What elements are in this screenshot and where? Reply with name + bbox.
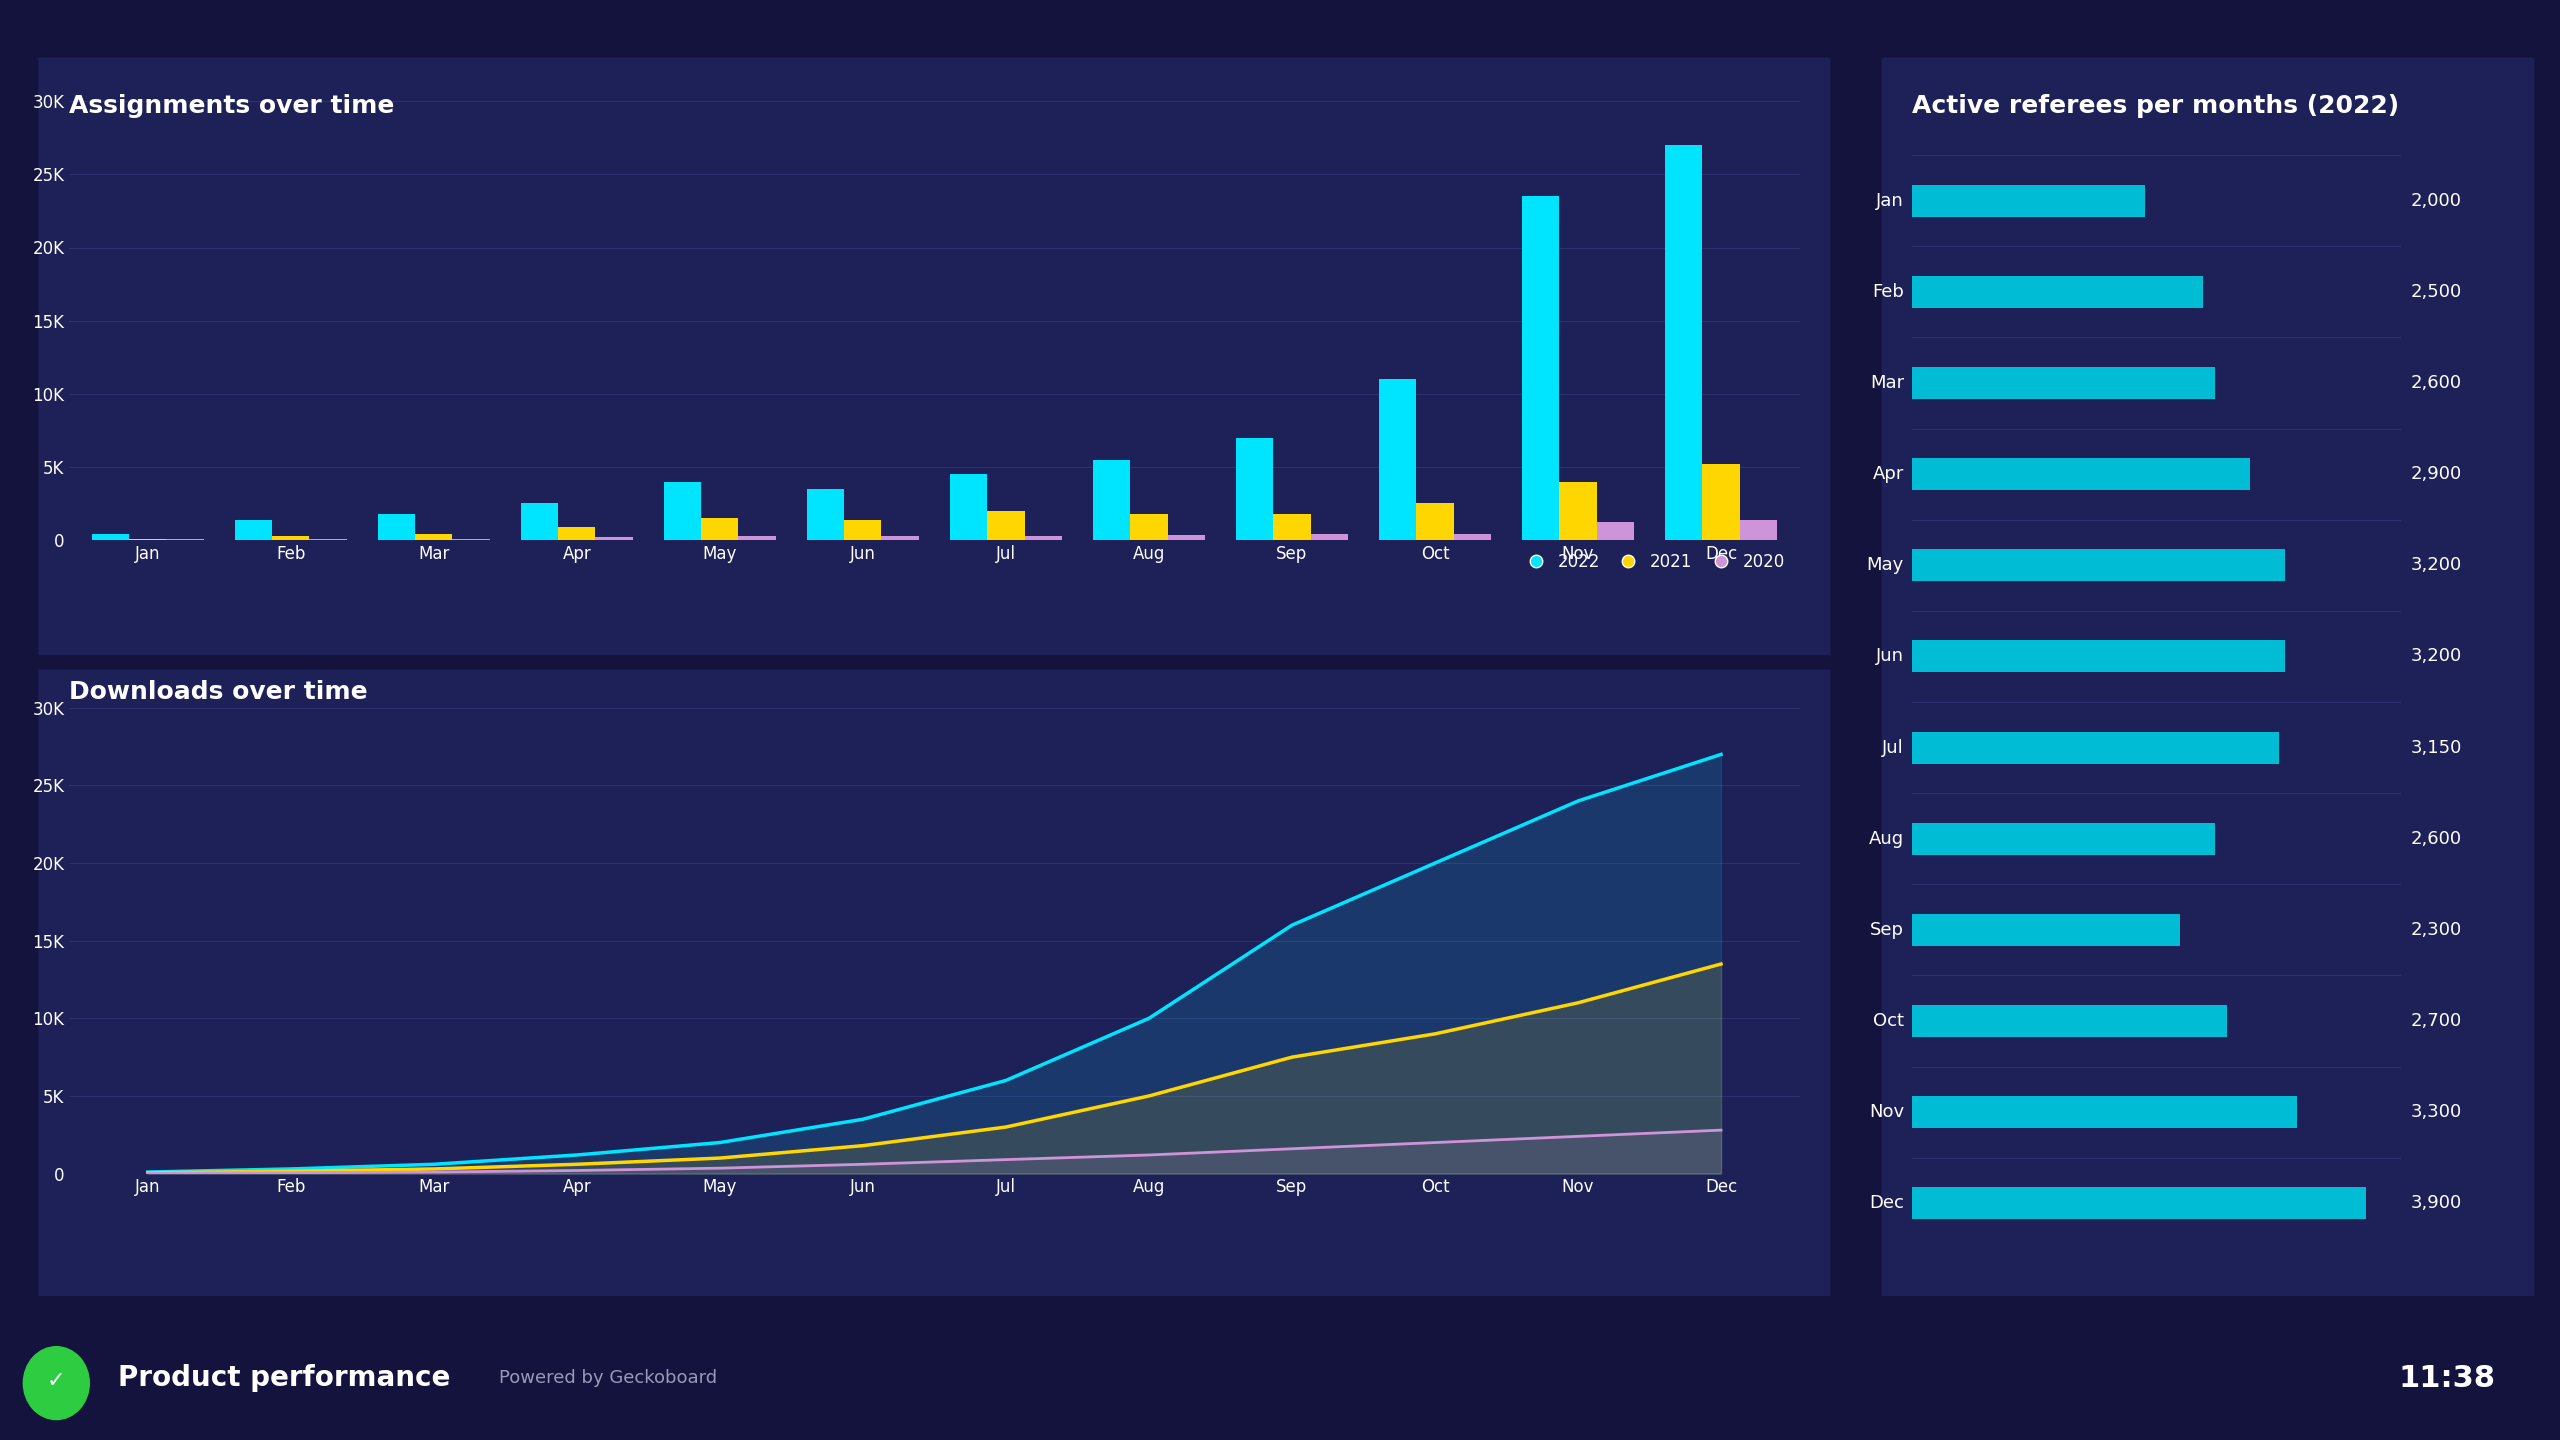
Bar	[558, 527, 596, 540]
Bar	[806, 488, 845, 540]
Bar	[1912, 276, 2204, 308]
Bar	[1912, 549, 2286, 582]
Text: 3,300: 3,300	[2412, 1103, 2463, 1122]
Bar	[701, 518, 737, 540]
Bar	[1912, 914, 2181, 946]
Text: 11:38: 11:38	[2399, 1364, 2496, 1392]
Bar	[92, 534, 128, 540]
Bar	[845, 520, 881, 540]
Bar	[1416, 504, 1454, 540]
Text: Powered by Geckoboard: Powered by Geckoboard	[499, 1369, 717, 1387]
Bar	[1912, 822, 2214, 855]
Bar	[1912, 458, 2250, 490]
Bar	[522, 504, 558, 540]
Bar	[950, 474, 988, 540]
Text: 2,600: 2,600	[2412, 829, 2463, 848]
Text: Downloads over time: Downloads over time	[69, 680, 369, 704]
Bar	[881, 536, 919, 540]
Bar	[1236, 438, 1272, 540]
Bar	[1132, 514, 1167, 540]
Bar	[1912, 184, 2145, 216]
Text: Active referees per months (2022): Active referees per months (2022)	[1912, 94, 2399, 118]
Bar	[453, 539, 489, 540]
Text: 2,900: 2,900	[2412, 465, 2463, 482]
Bar	[1093, 459, 1132, 540]
Bar	[310, 539, 346, 540]
Bar	[1523, 196, 1559, 540]
Text: 2,500: 2,500	[2412, 282, 2463, 301]
Bar	[1664, 145, 1702, 540]
Bar	[1912, 1096, 2296, 1128]
Bar	[663, 481, 701, 540]
Bar	[1311, 534, 1347, 540]
Text: 3,150: 3,150	[2412, 739, 2463, 756]
Bar	[596, 537, 632, 540]
Bar	[1912, 1005, 2227, 1037]
Bar	[988, 511, 1024, 540]
Text: 3,900: 3,900	[2412, 1194, 2463, 1212]
Text: 2,000: 2,000	[2412, 192, 2463, 210]
Text: Product performance: Product performance	[118, 1364, 451, 1392]
Bar	[737, 536, 776, 540]
Text: 2,700: 2,700	[2412, 1012, 2463, 1030]
Bar	[128, 539, 166, 540]
Bar	[1597, 523, 1633, 540]
Bar	[271, 536, 310, 540]
Text: 3,200: 3,200	[2412, 556, 2463, 575]
Legend: 2022, 2021, 2020: 2022, 2021, 2020	[1513, 546, 1792, 577]
Bar	[1380, 379, 1416, 540]
Circle shape	[23, 1346, 90, 1420]
Bar	[379, 514, 415, 540]
Text: Assignments over time: Assignments over time	[69, 94, 394, 118]
Bar	[1272, 514, 1311, 540]
Bar	[1912, 1188, 2365, 1220]
Bar	[1559, 481, 1597, 540]
Text: 2,600: 2,600	[2412, 374, 2463, 392]
Bar	[1167, 534, 1206, 540]
Bar	[236, 520, 271, 540]
Bar	[1024, 536, 1062, 540]
Bar	[1912, 732, 2278, 763]
Bar	[415, 534, 453, 540]
Text: ✓: ✓	[46, 1371, 67, 1391]
Text: 3,200: 3,200	[2412, 648, 2463, 665]
Bar	[1912, 367, 2214, 399]
Bar	[1912, 641, 2286, 672]
Bar	[1741, 520, 1777, 540]
Bar	[1702, 464, 1741, 540]
Bar	[1454, 534, 1490, 540]
Text: 2,300: 2,300	[2412, 922, 2463, 939]
